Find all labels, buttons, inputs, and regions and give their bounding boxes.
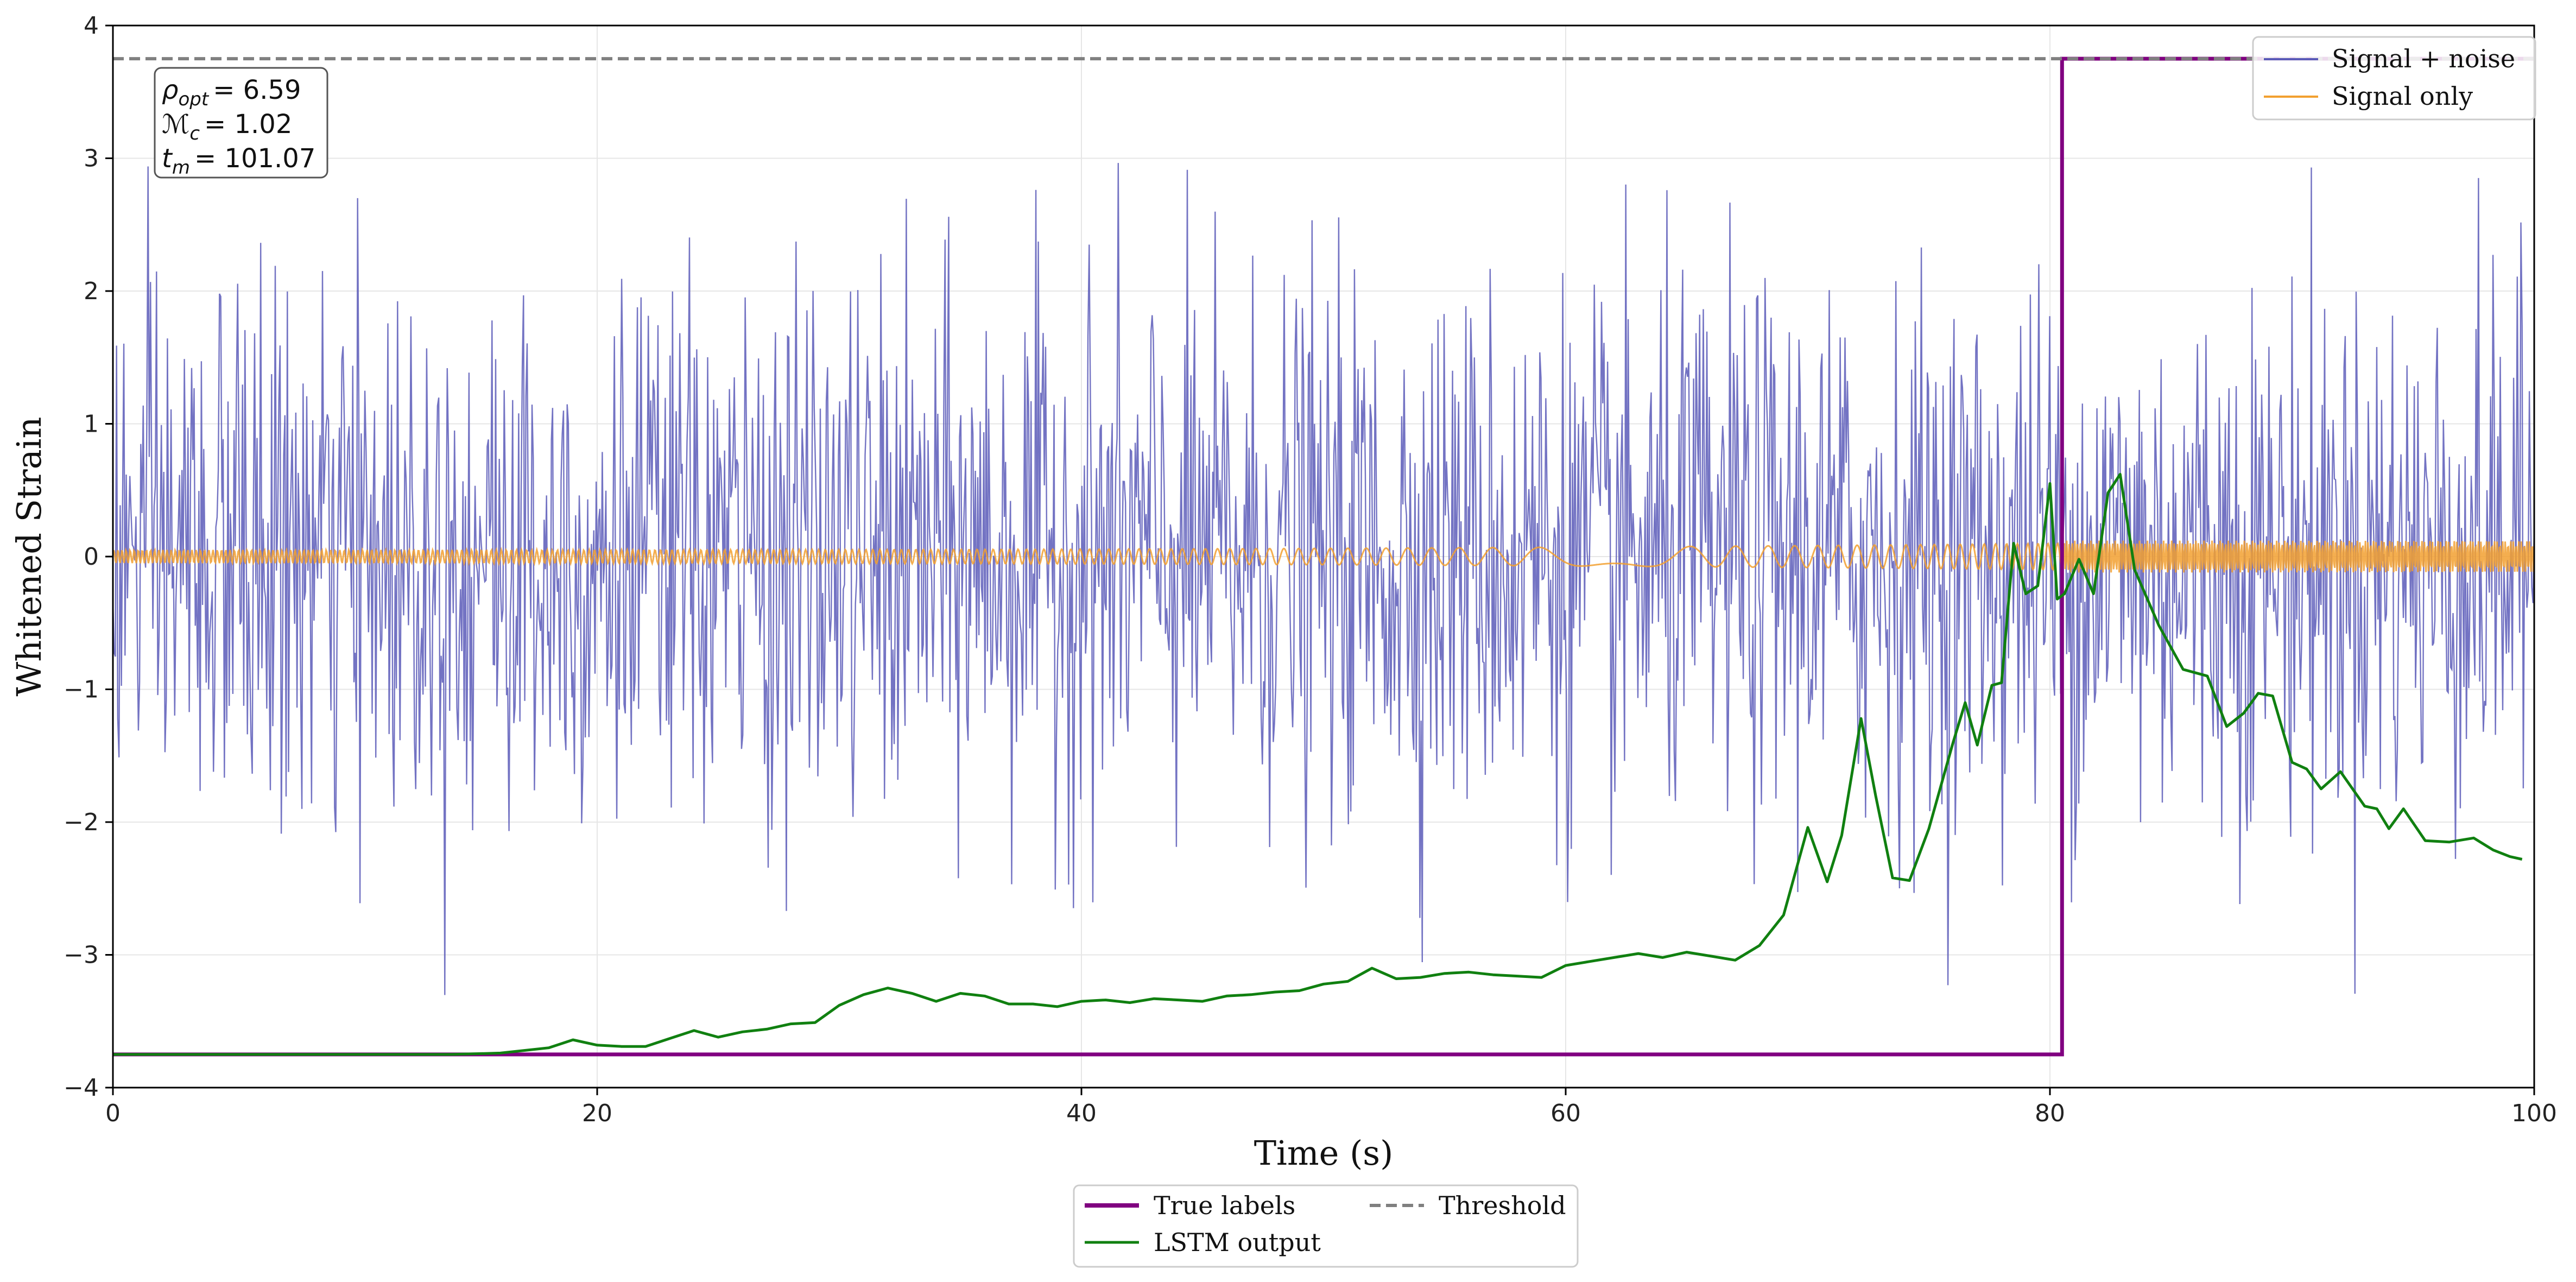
legend-true-labels-label: True labels <box>1154 1191 1295 1220</box>
y-tick-label: 4 <box>84 12 99 40</box>
parameter-annotation: ρopt = 6.59 ℳc = 1.02 tm = 101.07 <box>154 67 328 179</box>
x-tick-label: 40 <box>1066 1100 1097 1127</box>
legend-upper: Signal + noise Signal only <box>2252 36 2536 121</box>
annotation-chirp-mass: ℳc = 1.02 <box>162 109 292 144</box>
legend-lower-frame <box>1073 1184 1579 1268</box>
y-tick-label: −3 <box>64 942 99 969</box>
y-tick-label: 3 <box>84 145 99 173</box>
y-tick-label: 1 <box>84 411 99 438</box>
legend-lower: True labels LSTM output Threshold <box>1073 1184 1579 1268</box>
y-tick-label: 2 <box>84 277 99 305</box>
x-tick-label: 20 <box>582 1100 612 1127</box>
y-tick-label: −2 <box>64 809 99 836</box>
legend-noise-label: Signal + noise <box>2332 44 2515 73</box>
annotation-merger-time: tm = 101.07 <box>162 143 315 179</box>
legend-lstm-label: LSTM output <box>1154 1228 1321 1257</box>
lstm-output-series <box>113 472 2523 1056</box>
x-tick-label: 80 <box>2035 1100 2065 1127</box>
x-tick-label: 100 <box>2511 1100 2557 1127</box>
x-axis-label: Time (s) <box>1254 1133 1394 1173</box>
lstm-output-line <box>113 472 2523 1056</box>
y-axis-label: Whitened Strain <box>9 417 49 697</box>
annotation-box <box>154 67 328 179</box>
signal-only-series <box>112 540 2535 573</box>
legend-threshold-label: Threshold <box>1439 1191 1566 1220</box>
y-tick-label: −4 <box>64 1074 99 1102</box>
y-tick-label: 0 <box>84 543 99 571</box>
axis-ticks: 0 20 40 60 80 100 −4 −3 −2 −1 0 1 2 3 4 <box>64 12 2557 1127</box>
x-tick-label: 0 <box>105 1100 121 1127</box>
y-tick-label: −1 <box>64 676 99 704</box>
legend-upper-frame <box>2252 36 2536 121</box>
x-tick-label: 60 <box>1550 1100 1581 1127</box>
annotation-rho: ρopt = 6.59 <box>162 75 301 110</box>
signal-only-line <box>112 540 2535 573</box>
legend-signal-label: Signal only <box>2332 81 2473 111</box>
